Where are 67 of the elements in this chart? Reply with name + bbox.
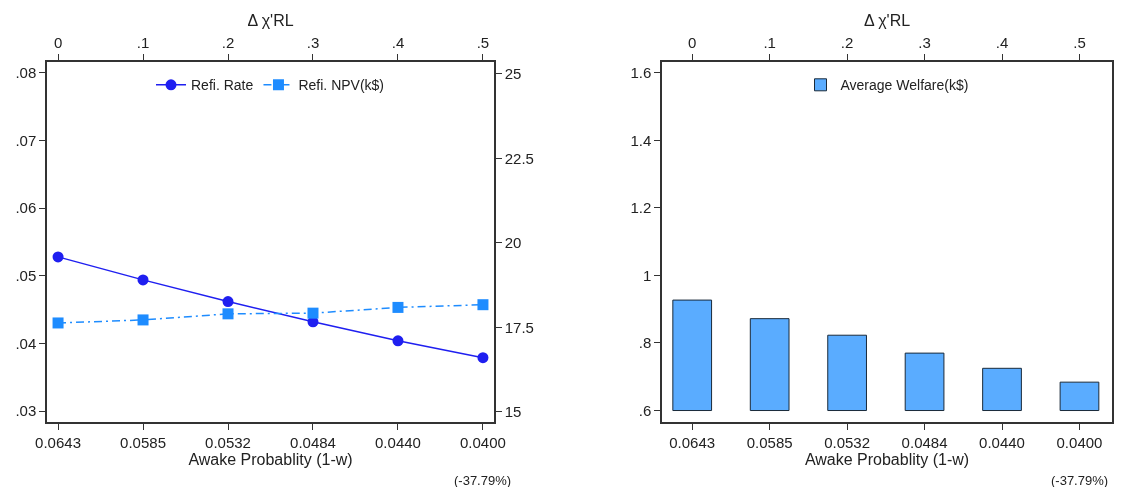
point — [222, 308, 234, 320]
x2-tick-label: .1 — [136, 34, 150, 52]
x2-tick-label: .2 — [221, 34, 235, 52]
legend-label: Average Welfare(k$) — [840, 77, 969, 94]
bar — [827, 334, 867, 412]
y-tick-label: .08 — [15, 64, 37, 82]
x-tick-label: 0.0440 — [375, 433, 421, 451]
y-tick-label: .03 — [15, 402, 37, 420]
x-axis-title: Awake Probablity (1-w) — [188, 450, 353, 468]
x2-axis-title: Δ χ'RL — [863, 11, 911, 29]
y-tick-label: 1.6 — [630, 64, 652, 82]
point — [392, 335, 404, 347]
y-tick-label: 1.2 — [630, 199, 652, 217]
x2-tick-label: .4 — [995, 34, 1009, 52]
x2-tick-label: 0 — [688, 34, 697, 52]
y2-tick-label: 22.5 — [504, 149, 534, 167]
x-tick-label: 0.0643 — [669, 433, 716, 451]
y-tick-label: 1 — [642, 266, 652, 284]
x2-tick-label: .1 — [763, 34, 776, 52]
point — [477, 352, 489, 364]
y2-tick-label: 17.5 — [504, 318, 534, 336]
point — [52, 251, 64, 263]
x-tick-label: 0.0532 — [824, 433, 871, 451]
y-tick-label: .05 — [15, 267, 37, 285]
x-tick-label: 0.0484 — [290, 433, 336, 451]
x-tick-label: 0.0585 — [746, 433, 793, 451]
legend-label: Refi. Rate — [191, 77, 254, 94]
legend-label: Refi. NPV(k$) — [298, 77, 385, 94]
x-tick-label: 0.0440 — [979, 433, 1025, 451]
y-tick-label: .07 — [15, 131, 37, 149]
bar — [672, 299, 713, 412]
point — [52, 317, 64, 329]
x-tick-label: 0.0585 — [120, 433, 166, 451]
point — [307, 307, 319, 319]
x2-axis-title: Δ χ'RL — [247, 11, 294, 29]
bar — [982, 367, 1022, 412]
x-tick-label: 0.0400 — [1056, 433, 1103, 451]
x-axis-title: Awake Probablity (1-w) — [804, 450, 970, 468]
y-tick-label: .6 — [638, 401, 652, 419]
y-tick-label: .04 — [15, 334, 37, 352]
x2-tick-label: 0 — [53, 34, 63, 52]
x2-tick-label: .3 — [918, 34, 931, 52]
y-tick-label: 1.4 — [630, 131, 652, 149]
point — [222, 296, 234, 308]
point — [137, 314, 149, 326]
y2-tick-label: 25 — [504, 65, 522, 83]
y-tick-label: .06 — [15, 199, 37, 217]
point — [477, 299, 489, 311]
point — [392, 301, 404, 313]
x-tick-label: 0.0484 — [901, 433, 948, 451]
bar — [904, 352, 945, 412]
text: (-37.79%) — [454, 473, 512, 487]
x-tick-label: 0.0643 — [35, 433, 81, 451]
point — [137, 274, 149, 286]
x2-tick-label: .5 — [476, 34, 490, 52]
x2-tick-label: .4 — [391, 34, 405, 52]
x2-tick-label: .2 — [840, 34, 854, 52]
bar — [1059, 381, 1100, 412]
x-tick-label: 0.0400 — [460, 433, 506, 451]
y-tick-label: .8 — [638, 334, 652, 352]
bar — [749, 318, 790, 412]
y2-tick-label: 15 — [504, 403, 522, 421]
text: (-37.79%) — [1051, 473, 1109, 487]
x2-tick-label: .5 — [1073, 34, 1086, 52]
y2-tick-label: 20 — [504, 234, 522, 252]
x2-tick-label: .3 — [306, 34, 320, 52]
x-tick-label: 0.0532 — [205, 433, 251, 451]
